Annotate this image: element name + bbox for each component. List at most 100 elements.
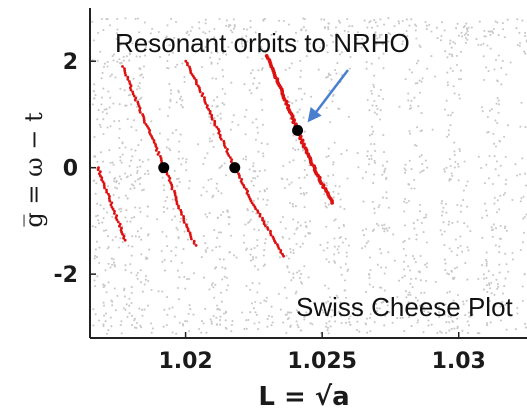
bg-point <box>346 269 349 273</box>
bg-point <box>373 211 376 215</box>
arrow-shaft <box>312 69 349 117</box>
bg-point <box>135 88 139 91</box>
bg-point <box>374 34 377 37</box>
bg-point <box>397 20 400 23</box>
bg-point <box>443 168 446 171</box>
bg-point <box>297 326 300 329</box>
bg-point <box>327 147 330 150</box>
bg-point <box>411 71 414 74</box>
bg-point <box>277 292 280 295</box>
red-point <box>189 233 192 237</box>
bg-point <box>117 246 120 249</box>
red-point <box>123 71 127 75</box>
bg-point <box>131 235 134 238</box>
bg-point <box>157 290 160 293</box>
bg-point <box>481 236 484 239</box>
bg-point <box>518 31 521 34</box>
bg-point <box>210 139 214 143</box>
bg-point <box>177 157 180 160</box>
bg-point <box>216 304 219 307</box>
bg-point <box>172 39 175 42</box>
bg-point <box>170 260 173 263</box>
bg-point <box>96 275 99 278</box>
bg-point <box>327 155 330 158</box>
bg-point <box>518 173 522 176</box>
bg-point <box>168 83 171 86</box>
bg-point <box>178 181 181 184</box>
bg-point <box>503 135 506 138</box>
bg-point <box>103 62 106 65</box>
bg-point <box>376 24 379 28</box>
bg-point <box>127 244 130 247</box>
bg-point <box>345 149 348 152</box>
bg-point <box>503 36 506 39</box>
red-point <box>102 184 106 188</box>
bg-point <box>300 29 303 32</box>
red-point <box>96 168 100 172</box>
bg-point <box>327 26 330 29</box>
bg-point <box>338 185 341 188</box>
bg-point <box>456 246 460 249</box>
bg-point <box>202 31 205 34</box>
bg-point <box>399 316 402 319</box>
red-point <box>122 236 125 240</box>
bg-point <box>457 179 460 182</box>
bg-point <box>403 200 406 203</box>
bg-point <box>108 149 111 152</box>
bg-point <box>117 196 120 199</box>
bg-point <box>334 26 338 29</box>
bg-point <box>110 73 113 76</box>
bg-point <box>118 208 121 211</box>
bg-point <box>382 134 385 137</box>
bg-point <box>241 45 244 48</box>
bg-point <box>490 108 493 111</box>
bg-point <box>467 249 470 252</box>
bg-point <box>419 254 422 258</box>
bg-point <box>408 183 411 186</box>
bg-point <box>370 89 373 93</box>
axis-ticks <box>90 60 460 338</box>
bg-point <box>382 52 385 55</box>
bg-point <box>402 240 405 244</box>
bg-point <box>249 259 253 262</box>
bg-point <box>447 114 450 117</box>
bg-point <box>376 307 379 310</box>
bg-point <box>490 292 493 295</box>
bg-point <box>124 264 127 267</box>
bg-point <box>120 332 123 335</box>
bg-point <box>299 280 303 284</box>
bg-point <box>413 96 416 99</box>
bg-point <box>373 143 376 146</box>
bg-point <box>499 194 502 197</box>
bg-point <box>522 217 525 220</box>
bg-point <box>325 181 328 185</box>
bg-point <box>143 21 146 24</box>
bg-point <box>305 311 308 314</box>
bg-point <box>364 171 368 174</box>
bg-point <box>175 101 178 104</box>
bg-point <box>251 256 255 259</box>
red-point <box>154 149 158 152</box>
bg-point <box>401 43 404 46</box>
bg-point <box>485 214 489 217</box>
bg-point <box>378 36 381 39</box>
bg-point <box>439 39 443 42</box>
bg-point <box>356 31 359 34</box>
bg-point <box>219 323 222 326</box>
bg-point <box>263 242 267 245</box>
red-point <box>174 198 178 202</box>
bg-point <box>451 221 454 224</box>
bg-point <box>505 328 508 331</box>
bg-point <box>116 187 119 190</box>
bg-point <box>211 104 214 108</box>
bg-point <box>503 285 506 288</box>
bg-point <box>320 18 323 21</box>
bg-point <box>171 306 174 309</box>
bg-point <box>231 31 234 34</box>
bg-point <box>411 255 415 258</box>
bg-point <box>385 176 388 179</box>
bg-point <box>387 251 390 254</box>
bg-point <box>338 107 341 111</box>
bg-point <box>219 213 223 217</box>
bg-point <box>448 220 451 223</box>
